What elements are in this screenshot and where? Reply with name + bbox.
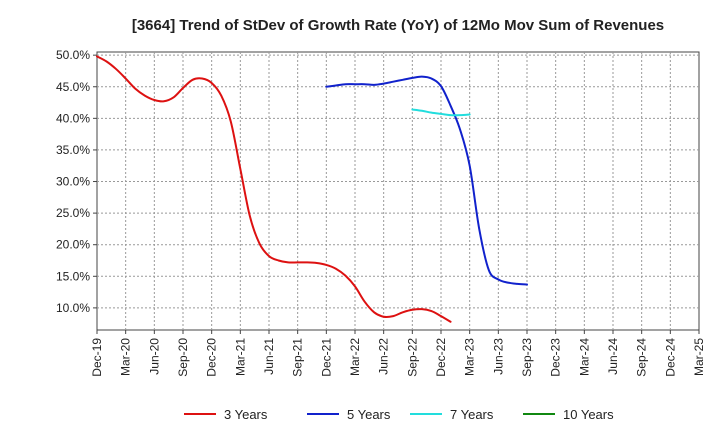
x-tick-label: Dec-24 <box>663 338 677 377</box>
x-tick-label: Jun-23 <box>491 338 505 375</box>
x-tick-label: Sep-22 <box>405 338 419 377</box>
x-tick-label: Dec-22 <box>434 338 448 377</box>
chart-title: [3664] Trend of StDev of Growth Rate (Yo… <box>132 17 664 34</box>
plot-area <box>96 51 700 331</box>
x-tick-label: Dec-23 <box>549 338 563 377</box>
series-line-3-years <box>96 55 452 323</box>
x-tick-label: Jun-21 <box>262 338 276 375</box>
x-tick-label: Mar-21 <box>233 338 247 376</box>
legend-label-3-years: 3 Years <box>224 407 268 422</box>
y-tick-label: 25.0% <box>56 206 90 220</box>
series-line-7-years <box>411 108 471 117</box>
y-tick-label: 10.0% <box>56 301 90 315</box>
y-tick-label: 30.0% <box>56 175 90 189</box>
y-tick-label: 45.0% <box>56 80 90 94</box>
x-tick-label: Mar-25 <box>692 338 706 376</box>
x-tick-label: Mar-23 <box>463 338 477 376</box>
legend-label-7-years: 7 Years <box>450 407 494 422</box>
x-tick-label: Jun-20 <box>147 338 161 375</box>
y-tick-label: 15.0% <box>56 269 90 283</box>
y-tick-label: 50.0% <box>56 48 90 62</box>
y-axis: 10.0% 15.0% 20.0% 25.0% 30.0% 35.0% 40.0% 45.0%… <box>56 48 97 315</box>
x-tick-label: Sep-20 <box>176 338 190 377</box>
series-line-5-years <box>325 75 528 286</box>
y-tick-label: 20.0% <box>56 238 90 252</box>
x-tick-label: Dec-21 <box>319 338 333 377</box>
series-lines <box>96 55 528 323</box>
x-tick-label: Sep-24 <box>635 338 649 377</box>
x-axis: Dec-19 Mar-20 Jun-20 Sep-20 Dec-20 Mar-21 Jun-… <box>90 330 706 377</box>
x-tick-label: Sep-23 <box>520 338 534 377</box>
x-tick-label: Mar-24 <box>577 338 591 376</box>
x-tick-label: Dec-19 <box>90 338 104 377</box>
x-tick-label: Dec-20 <box>205 338 219 377</box>
legend: 3 Years 5 Years 7 Years 10 Years <box>184 407 614 422</box>
x-tick-label: Mar-20 <box>119 338 133 376</box>
legend-label-10-years: 10 Years <box>563 407 614 422</box>
x-tick-label: Jun-22 <box>377 338 391 375</box>
y-tick-label: 35.0% <box>56 143 90 157</box>
legend-label-5-years: 5 Years <box>347 407 391 422</box>
x-tick-label: Mar-22 <box>348 338 362 376</box>
grid-lines <box>97 52 699 330</box>
x-tick-label: Jun-24 <box>606 338 620 375</box>
y-tick-label: 40.0% <box>56 111 90 125</box>
x-tick-label: Sep-21 <box>291 338 305 377</box>
